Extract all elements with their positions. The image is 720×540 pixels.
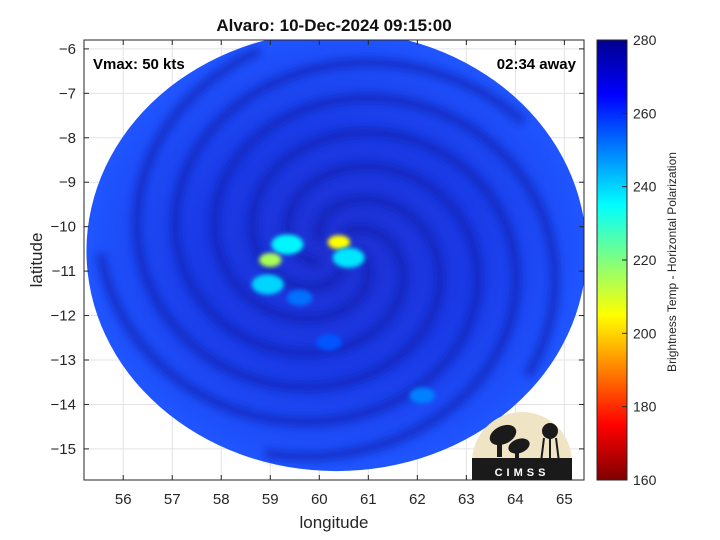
time-away-label: 02:34 away <box>497 56 577 73</box>
cimss-logo-text: CIMSS <box>495 467 550 479</box>
x-tick-label: 63 <box>458 491 475 508</box>
convective-cell <box>259 253 282 267</box>
colorbar-tick-label: 260 <box>633 105 657 121</box>
rain-band <box>170 57 527 359</box>
x-tick-label: 65 <box>556 491 573 508</box>
rain-band <box>246 127 522 462</box>
colorbar-tick-label: 280 <box>633 32 657 48</box>
x-tick-label: 59 <box>262 491 279 508</box>
rain-band <box>209 93 560 379</box>
y-tick-label: −10 <box>51 219 76 236</box>
rain-band-overlay <box>95 46 560 462</box>
convective-cell <box>271 234 304 255</box>
colorbar-tick-label: 180 <box>633 399 657 415</box>
y-tick-label: −11 <box>52 263 76 280</box>
plot-frame <box>83 39 585 481</box>
colorbar-tick-label: 200 <box>633 325 657 341</box>
x-tick-label: 60 <box>311 491 328 508</box>
y-tick-label: −6 <box>59 41 76 58</box>
x-axis-ticks: 56 57 58 59 60 61 62 63 64 65 <box>115 40 573 508</box>
colorbar-tick-label: 240 <box>633 179 657 195</box>
y-tick-label: −14 <box>51 396 76 413</box>
chart-title: Alvaro: 10-Dec-2024 09:15:00 <box>216 16 451 35</box>
convective-cell <box>327 235 351 250</box>
convective-cell <box>409 387 436 404</box>
convective-cell <box>286 289 313 306</box>
y-tick-label: −15 <box>51 441 76 458</box>
x-tick-label: 57 <box>164 491 181 508</box>
convective-cell <box>316 334 342 351</box>
y-axis-label: latitude <box>27 233 46 288</box>
colorbar-label: Brightness Temp - Horizontal Polarizatio… <box>665 152 679 372</box>
x-tick-label: 64 <box>507 491 524 508</box>
y-axis-ticks: −6 −7 −8 −9 −10 −11 −12 −13 −14 −15 <box>51 41 584 458</box>
convective-cell <box>251 274 284 295</box>
rain-band <box>95 161 484 428</box>
rain-band <box>131 46 446 393</box>
x-tick-label: 56 <box>115 491 132 508</box>
x-tick-label: 61 <box>360 491 377 508</box>
cimss-logo: CIMSS <box>472 412 572 480</box>
y-tick-label: −7 <box>59 85 76 102</box>
convective-features <box>251 234 514 453</box>
vmax-label: Vmax: 50 kts <box>93 56 185 73</box>
y-tick-label: −9 <box>59 174 76 191</box>
x-tick-label: 62 <box>409 491 426 508</box>
y-tick-label: −12 <box>51 308 76 325</box>
colorbar-ticks: 280 260 240 220 200 180 160 <box>622 32 657 488</box>
convective-cell <box>332 247 365 268</box>
y-tick-label: −13 <box>51 352 76 369</box>
colorbar-tick-label: 160 <box>633 472 657 488</box>
colorbar-tick-label: 220 <box>633 252 657 268</box>
x-axis-label: longitude <box>299 513 368 532</box>
x-tick-label: 58 <box>213 491 230 508</box>
y-tick-label: −8 <box>59 130 76 147</box>
